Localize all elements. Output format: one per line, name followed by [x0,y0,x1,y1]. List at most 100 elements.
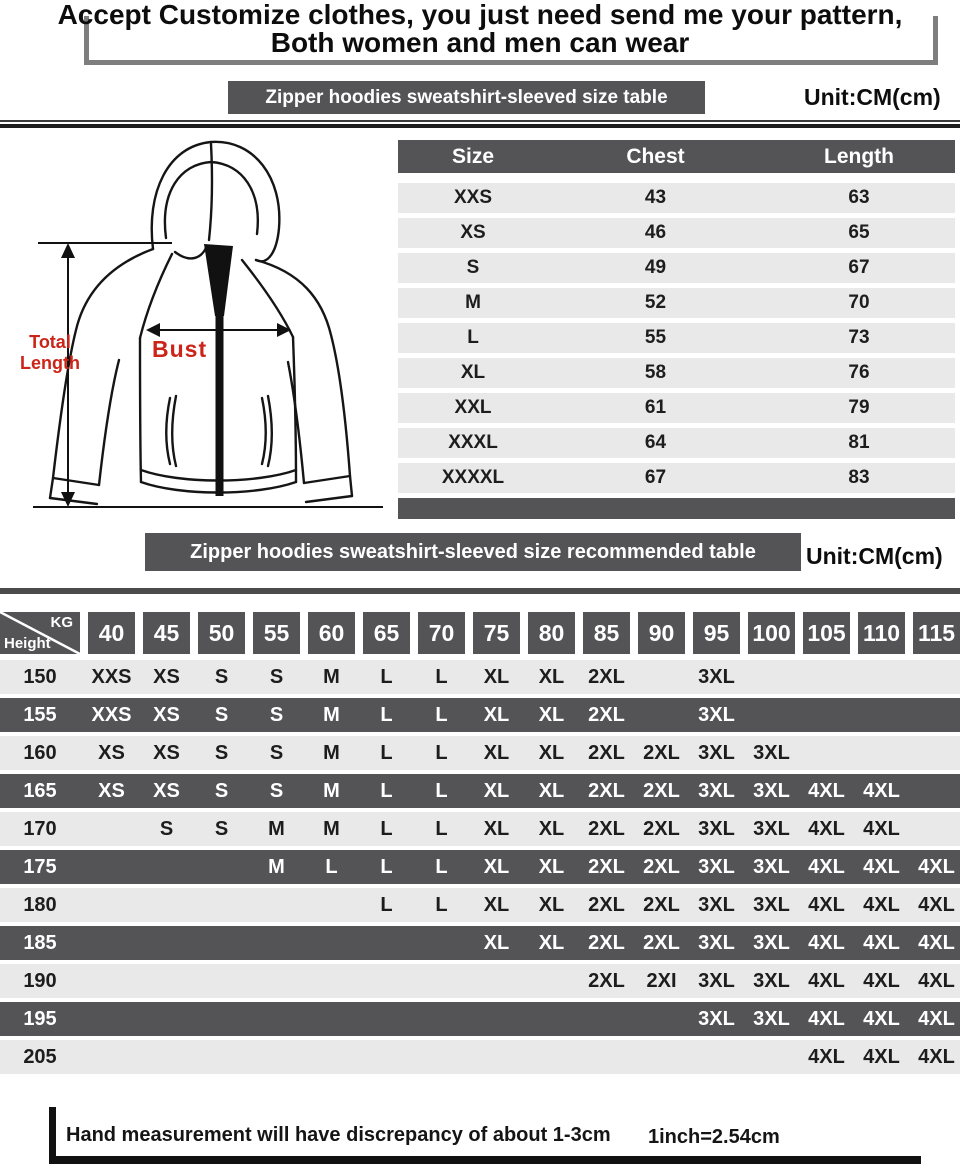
matrix-row: 160 XS XS S S M L L XL XL 2XL 2XL 3XL 3XL [0,736,960,770]
size-recommendation-cell: 4XL [863,932,900,954]
height-label: 190 [23,970,57,992]
size-recommendation-cell [198,964,245,998]
size-recommendation-cell: XS [153,742,180,764]
size-recommendation-cell: S [269,780,284,802]
size-recommendation-cell [858,660,905,694]
size-recommendation-cell: XXS [91,704,132,726]
size-recommendation-cell: XL [483,894,510,916]
hoodie-diagram [33,140,383,508]
height-label: 195 [23,1008,57,1030]
weight-header-cell: 110 [858,612,905,654]
size-recommendation-cell: 2XL [643,742,680,764]
size-recommendation-cell: XL [483,932,510,954]
size-recommendation-cell: M [323,818,340,840]
inch-conversion-note: 1inch=2.54cm [648,1126,780,1148]
size-recommendation-cell: L [435,742,448,764]
size-recommendation-cell: L [325,856,338,878]
length-value: 81 [848,432,870,453]
size-recommendation-cell: XL [483,742,510,764]
size-recommendation-cell [803,736,850,770]
size-recommendation-cell: 4XL [863,970,900,992]
size-recommendation-cell: XL [538,704,565,726]
recommended-table-banner: Zipper hoodies sweatshirt-sleeved size r… [145,533,801,571]
size-table-row: XS 46 65 [398,218,955,248]
size-recommendation-cell [143,850,190,884]
size-table: Size Chest Length XXS 43 63 XS 46 65 S 49 67 M 52 7… [398,140,955,519]
size-recommendation-cell: L [435,704,448,726]
size-recommendation-cell [473,964,520,998]
size-recommendation-cell: 4XL [808,970,845,992]
size-recommendation-cell: M [323,666,340,688]
size-recommendation-cell [308,1002,355,1036]
size-recommendation-cell: XL [538,780,565,802]
size-recommendation-cell [528,1040,575,1074]
size-recommendation-cell: 4XL [808,1008,845,1030]
size-recommendation-cell [143,926,190,960]
size-recommendation-cell [308,1040,355,1074]
size-table-banner: Zipper hoodies sweatshirt-sleeved size t… [228,81,705,114]
size-recommendation-cell: 3XL [698,704,735,726]
size-recommendation-cell: 4XL [808,894,845,916]
size-recommendation-cell: 4XL [808,932,845,954]
weight-header-cell: 105 [803,612,850,654]
size-recommendation-cell [418,926,465,960]
size-recommendation-cell: 3XL [753,818,790,840]
footer-left-bar [49,1107,56,1164]
weight-header-cell: 50 [198,612,245,654]
size-recommendation-cell [638,1040,685,1074]
height-label: 205 [23,1046,57,1068]
size-recommendation-cell [528,1002,575,1036]
size-recommendation-cell [88,812,135,846]
size-recommendation-cell: 2XL [643,894,680,916]
divider-top [0,120,960,128]
size-recommendation-cell [638,660,685,694]
size-recommendation-cell: 4XL [808,818,845,840]
size-recommendation-cell: XL [538,818,565,840]
matrix-row: 205 4XL 4XL 4XL [0,1040,960,1074]
size-recommendation-cell: 2XL [588,894,625,916]
size-value: M [465,292,481,313]
size-value: XXXXL [441,467,505,488]
size-recommendation-cell: 2XL [588,970,625,992]
size-recommendation-cell: 2XL [643,932,680,954]
matrix-row: 175 M L L L XL XL 2XL 2XL 3XL 3XL 4XL 4XL 4XL [0,850,960,884]
size-recommendation-cell: 4XL [808,1046,845,1068]
height-label: 160 [23,742,57,764]
matrix-row: 180 L L XL XL 2XL 2XL 3XL 3XL 4XL 4XL 4XL [0,888,960,922]
weight-header-cell: 40 [88,612,135,654]
size-recommendation-cell: S [269,704,284,726]
size-recommendation-cell [363,926,410,960]
size-recommendation-cell [88,850,135,884]
height-label: 185 [23,932,57,954]
size-recommendation-cell [143,888,190,922]
size-recommendation-cell [143,964,190,998]
size-recommendation-cell [858,698,905,732]
size-recommendation-cell: 4XL [918,1008,955,1030]
size-recommendation-cell: M [268,818,285,840]
size-recommendation-cell: L [435,856,448,878]
size-recommendation-cell: L [380,780,393,802]
header-frame [84,16,938,65]
size-recommendation-cell: XXS [91,666,132,688]
size-recommendation-cell: XL [538,932,565,954]
chest-value: 52 [644,292,667,313]
size-recommendation-cell: 2XL [588,932,625,954]
chest-value: 61 [644,397,667,418]
size-recommendation-cell: 2XL [588,780,625,802]
size-recommendation-cell: XS [153,704,180,726]
size-table-row: XXS 43 63 [398,183,955,213]
size-recommendation-cell [913,698,960,732]
size-recommendation-cell: 3XL [698,780,735,802]
weight-header-cell: 45 [143,612,190,654]
size-recommendation-cell [363,1040,410,1074]
length-value: 63 [848,187,870,208]
size-recommendation-cell [253,1040,300,1074]
corner-kg-label: KG [50,614,74,631]
size-recommendation-cell: 3XL [753,894,790,916]
corner-height-label: Height [4,635,51,652]
size-recommendation-cell: XL [483,856,510,878]
size-recommendation-cell [88,1040,135,1074]
size-recommendation-cell: 4XL [808,856,845,878]
size-recommendation-cell [88,964,135,998]
size-recommendation-cell [583,1002,630,1036]
